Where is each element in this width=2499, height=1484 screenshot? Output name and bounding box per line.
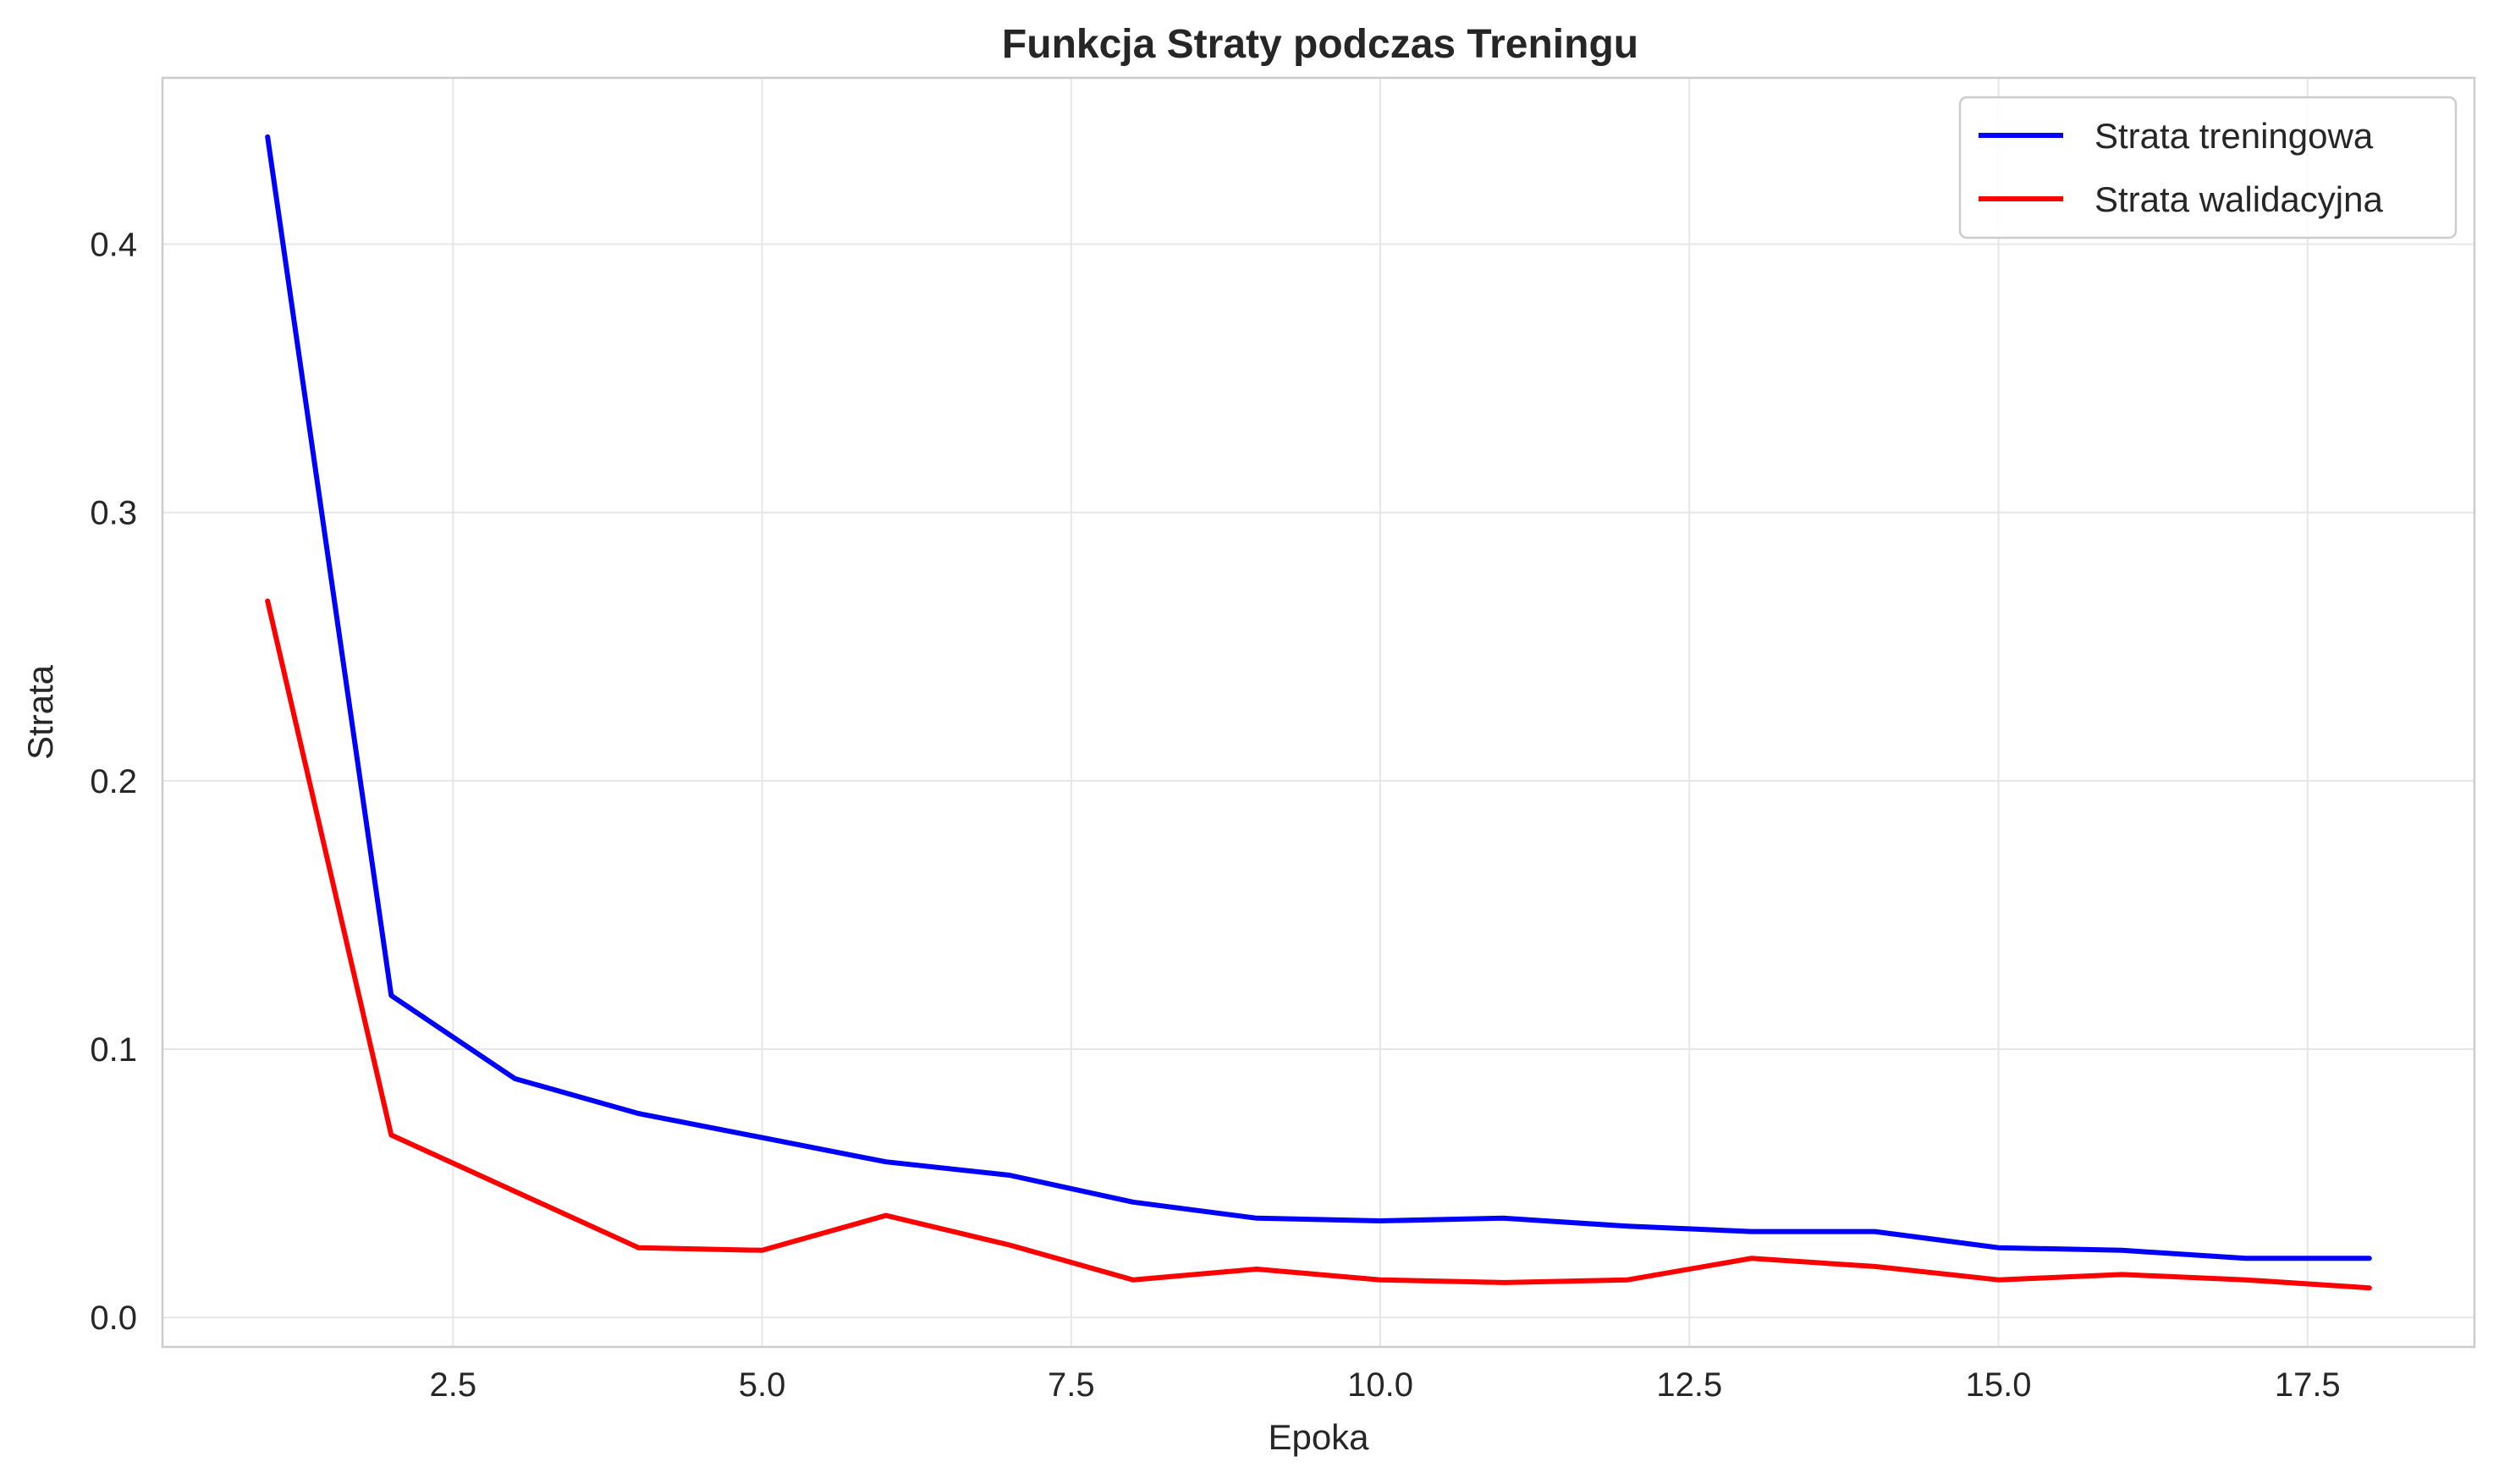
x-tick-label: 7.5 (1048, 1366, 1095, 1404)
y-axis-label: Strata (20, 664, 60, 760)
x-tick-label: 12.5 (1656, 1366, 1722, 1404)
legend-label-train: Strata treningowa (2094, 116, 2374, 156)
y-tick-label: 0.0 (90, 1300, 137, 1337)
legend-box (1958, 96, 2458, 239)
x-tick-label: 5.0 (739, 1366, 786, 1404)
train-loss-line (265, 134, 2372, 1261)
chart-title: Funkcja Straty podczas Treningu (1002, 22, 1638, 67)
plot-frame (161, 76, 2476, 1349)
x-tick-label: 17.5 (2275, 1366, 2341, 1404)
x-axis-ticks: 2.5 5.0 7.5 10.0 12.5 15.0 17.5 (430, 1366, 2341, 1404)
validation-loss-line (265, 598, 2372, 1291)
x-tick-label: 15.0 (1966, 1366, 2032, 1404)
y-tick-label: 0.2 (90, 763, 137, 800)
grid (162, 78, 2474, 1347)
y-axis-ticks: 0.0 0.1 0.2 0.3 0.4 (90, 227, 137, 1337)
series-lines (265, 134, 2372, 1291)
legend-label-validation: Strata walidacyjna (2094, 179, 2383, 219)
y-tick-label: 0.4 (90, 227, 137, 264)
x-tick-label: 10.0 (1347, 1366, 1413, 1404)
x-axis-label: Epoka (1268, 1417, 1369, 1457)
y-tick-label: 0.3 (90, 495, 137, 532)
x-tick-label: 2.5 (430, 1366, 477, 1404)
legend: Strata treningowa Strata walidacyjna (1958, 96, 2458, 239)
y-tick-label: 0.1 (90, 1031, 137, 1069)
